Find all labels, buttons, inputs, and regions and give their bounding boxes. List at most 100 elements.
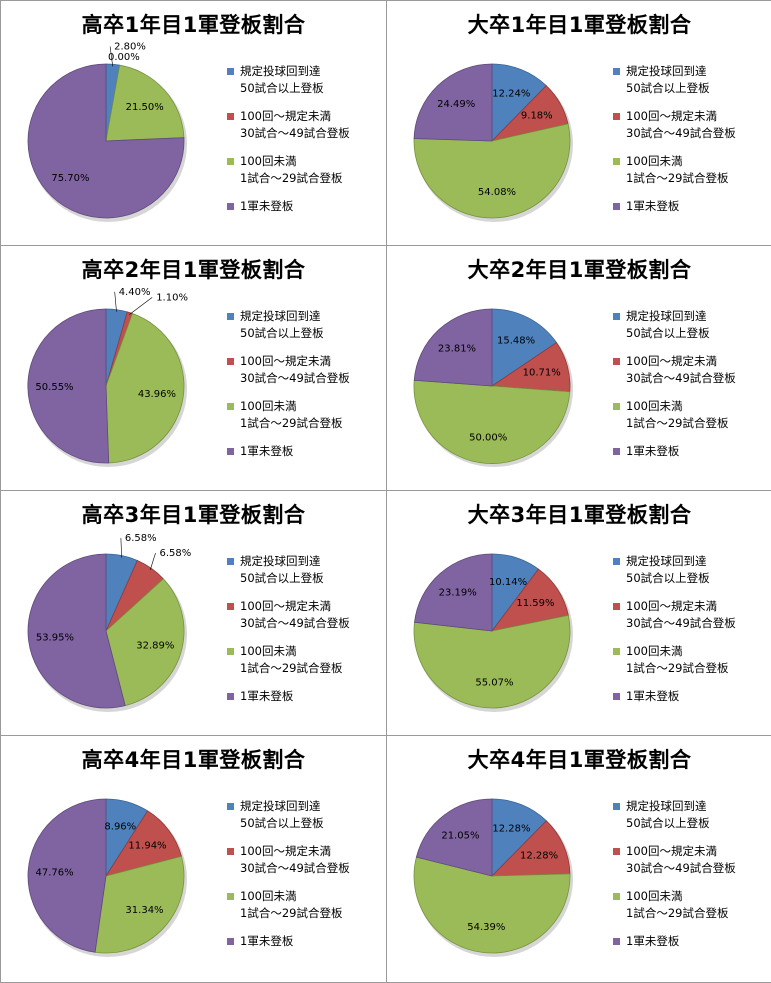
chart-title: 高卒4年目1軍登板割合	[81, 748, 306, 772]
pie-chart: 15.48% 10.71% 50.00% 23.81%	[413, 308, 573, 467]
legend-swatch	[227, 358, 234, 365]
legend-item: 1軍未登板	[227, 933, 385, 953]
legend-text: 規定投球回到達 50試合以上登板	[240, 798, 324, 832]
legend-item: 100回～規定未満 30試合～49試合登板	[227, 598, 385, 643]
legend-item: 100回未満 1試合～29試合登板	[227, 888, 385, 933]
legend-line2: 30試合～49試合登板	[626, 126, 736, 140]
legend-swatch	[227, 68, 234, 75]
legend-item: 1軍未登板	[613, 933, 771, 953]
chart-title: 大卒2年目1軍登板割合	[467, 258, 692, 282]
legend-text: 100回～規定未満 30試合～49試合登板	[626, 598, 736, 632]
pie-slice-3	[27, 798, 107, 953]
pie-chart: 6.58%6.58% 32.89% 53.95%	[27, 533, 191, 712]
legend-line1: 1軍未登板	[240, 444, 294, 458]
pie-slice-3	[413, 308, 493, 387]
legend-line2: 1試合～29試合登板	[626, 171, 729, 185]
legend-item: 100回～規定未満 30試合～49試合登板	[613, 108, 771, 153]
pie-slice-2	[105, 64, 185, 142]
legend-line1: 1軍未登板	[626, 444, 680, 458]
legend-swatch	[613, 448, 620, 455]
legend-item: 100回未満 1試合～29試合登板	[613, 153, 771, 198]
legend-text: 100回未満 1試合～29試合登板	[240, 888, 342, 922]
data-label: 12.28%	[492, 823, 530, 834]
legend-item: 規定投球回到達 50試合以上登板	[613, 798, 771, 843]
data-label: 55.07%	[475, 677, 513, 688]
legend-swatch	[227, 313, 234, 320]
legend-line2: 30試合～49試合登板	[240, 371, 350, 385]
legend-item: 規定投球回到達 50試合以上登板	[613, 553, 771, 598]
pie-panel-7: 大卒4年目1軍登板割合 12.28% 12.28% 54.39% 21.05% 規定投球回…	[387, 736, 771, 982]
chart-title: 大卒3年目1軍登板割合	[467, 503, 692, 527]
pie-chart: 12.28% 12.28% 54.39% 21.05%	[413, 798, 573, 957]
pie-slice-3	[27, 63, 185, 219]
pie-panel-4: 高卒3年目1軍登板割合 6.58% 6.58% 32.89% 53.95% 規定投球回到達…	[1, 491, 387, 736]
legend-item: 100回～規定未満 30試合～49試合登板	[227, 108, 385, 153]
legend-line1: 1軍未登板	[240, 199, 294, 213]
legend-item: 1軍未登板	[227, 198, 385, 218]
chart-title: 大卒4年目1軍登板割合	[467, 748, 692, 772]
legend-line2: 50試合以上登板	[240, 571, 324, 585]
legend-line2: 50試合以上登板	[626, 816, 710, 830]
pie-panel-2: 高卒2年目1軍登板割合 4.40% 1.10% 43.96% 50.55% 規定投球回到達…	[1, 246, 387, 491]
legend-item: 規定投球回到達 50試合以上登板	[227, 308, 385, 353]
data-label: 23.81%	[438, 343, 476, 354]
legend-swatch	[613, 893, 620, 900]
legend-text: 100回未満 1試合～29試合登板	[626, 643, 728, 677]
legend-line2: 30試合～49試合登板	[240, 126, 350, 140]
legend-line1: 100回未満	[626, 154, 683, 168]
legend-item: 100回未満 1試合～29試合登板	[613, 398, 771, 443]
legend-text: 規定投球回到達 50試合以上登板	[626, 63, 710, 97]
legend-line2: 30試合～49試合登板	[626, 371, 736, 385]
legend-line2: 50試合以上登板	[240, 81, 324, 95]
chart-title: 高卒2年目1軍登板割合	[81, 258, 306, 282]
leader-line	[120, 537, 122, 558]
legend-line1: 1軍未登板	[626, 934, 680, 948]
legend-text: 規定投球回到達 50試合以上登板	[626, 553, 710, 587]
legend-text: 100回～規定未満 30試合～49試合登板	[240, 598, 350, 632]
pie-slice-1	[491, 820, 571, 877]
chart-title: 高卒1年目1軍登板割合	[81, 13, 306, 37]
legend-line1: 100回未満	[626, 644, 683, 658]
legend-item: 1軍未登板	[613, 198, 771, 218]
data-label: 8.96%	[104, 822, 136, 833]
pie-slice-0	[491, 308, 558, 387]
legend-swatch	[613, 68, 620, 75]
legend-line1: 100回～規定未満	[626, 109, 717, 123]
data-label: 31.34%	[125, 905, 163, 916]
data-label: 12.24%	[492, 88, 530, 99]
legend-line2: 30試合～49試合登板	[240, 616, 350, 630]
legend-line1: 100回未満	[626, 399, 683, 413]
legend-swatch	[227, 648, 234, 655]
legend-text: 100回未満 1試合～29試合登板	[240, 153, 342, 187]
legend-line1: 100回～規定未満	[240, 354, 331, 368]
legend-text: 1軍未登板	[626, 198, 679, 215]
data-label: 43.96%	[138, 389, 176, 400]
legend-swatch	[227, 203, 234, 210]
legend-line2: 30試合～49試合登板	[626, 616, 736, 630]
legend-line2: 1試合～29試合登板	[240, 906, 343, 920]
legend-swatch	[613, 938, 620, 945]
legend-text: 100回～規定未満 30試合～49試合登板	[626, 353, 736, 387]
legend-line1: 1軍未登板	[626, 199, 680, 213]
data-label: 0.00%	[108, 52, 140, 63]
pie-slice-0	[491, 798, 547, 877]
legend-item: 100回未満 1試合～29試合登板	[227, 398, 385, 443]
legend-line1: 100回～規定未満	[626, 354, 717, 368]
legend-text: 100回未満 1試合～29試合登板	[626, 888, 728, 922]
legend-line2: 1試合～29試合登板	[240, 171, 343, 185]
legend-swatch	[227, 158, 234, 165]
legend-item: 1軍未登板	[227, 688, 385, 708]
data-label: 15.48%	[497, 336, 535, 347]
legend: 規定投球回到達 50試合以上登板 100回～規定未満 30試合～49試合登板 100回未…	[613, 553, 771, 708]
pie-panel-0: 高卒1年目1軍登板割合 2.80% 0.00% 21.50% 75.70% 規定投球回到達…	[1, 1, 387, 246]
legend-text: 1軍未登板	[240, 933, 293, 950]
legend-text: 1軍未登板	[626, 688, 679, 705]
legend-item: 1軍未登板	[227, 443, 385, 463]
legend-item: 100回～規定未満 30試合～49試合登板	[613, 843, 771, 888]
legend-text: 規定投球回到達 50試合以上登板	[626, 798, 710, 832]
legend-swatch	[613, 648, 620, 655]
legend-item: 規定投球回到達 50試合以上登板	[227, 553, 385, 598]
legend-line1: 1軍未登板	[240, 689, 294, 703]
legend: 規定投球回到達 50試合以上登板 100回～規定未満 30試合～49試合登板 100回未…	[227, 553, 385, 708]
legend-swatch	[613, 693, 620, 700]
